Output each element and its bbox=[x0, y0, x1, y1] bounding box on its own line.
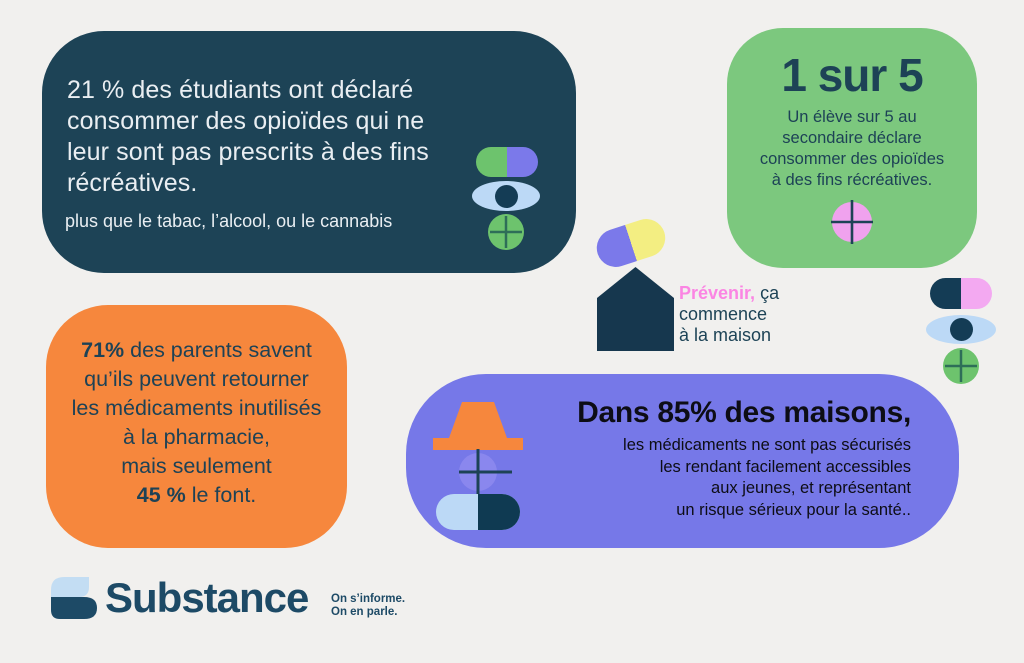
pill-icon bbox=[476, 147, 538, 177]
homes-stat-line: les médicaments ne sont pas sécurisés bbox=[623, 436, 911, 454]
students-stat-subtext: plus que le tabac, l’alcool, ou le canna… bbox=[65, 211, 393, 231]
homes-stat-line: un risque sérieux pour la santé.. bbox=[676, 500, 911, 519]
one-in-five-line: Un élève sur 5 au bbox=[787, 108, 917, 126]
prevention-message: Prévenir, ça commence à la maison bbox=[679, 283, 780, 345]
stat-45-percent: 45 % bbox=[136, 483, 186, 507]
eye-icon bbox=[472, 181, 540, 211]
pink-plus-circle-icon bbox=[831, 200, 873, 244]
homes-stat-line: aux jeunes, et représentant bbox=[711, 479, 911, 497]
students-stat-text: 21 % des étudiants ont déclaré consommer… bbox=[67, 75, 429, 199]
students-stat-line: leur sont pas prescrits à des fins bbox=[67, 138, 429, 166]
stat-71-percent: 71% bbox=[81, 338, 125, 362]
parents-stat-text: 71% des parents savent qu’ils peuvent re… bbox=[46, 336, 347, 510]
parents-stat-line: 71% des parents savent bbox=[81, 338, 312, 362]
one-in-five-line: à des fins récréatives. bbox=[771, 171, 933, 189]
students-stat-line: 21 % des étudiants ont déclaré bbox=[67, 76, 414, 104]
card-parents-return: 71% des parents savent qu’ils peuvent re… bbox=[46, 305, 347, 548]
parents-stat-line: à la pharmacie, bbox=[123, 425, 270, 449]
one-in-five-line: consommer des opioïdes bbox=[759, 150, 945, 168]
prevention-highlight: Prévenir, bbox=[679, 283, 756, 303]
lampshade-icon bbox=[433, 402, 523, 450]
parents-stat-line: 45 % le font. bbox=[136, 483, 257, 507]
homes-stat-line: les rendant facilement accessibles bbox=[659, 457, 911, 476]
students-stat-line: récréatives. bbox=[67, 169, 198, 197]
plus-circle-icon bbox=[488, 214, 524, 250]
lampshade-lamp-icon bbox=[433, 402, 523, 530]
plus-circle-icon bbox=[943, 348, 979, 384]
pill-eye-plus-stack-icon bbox=[472, 147, 540, 250]
eye-pupil-icon bbox=[949, 318, 973, 341]
homes-stat-headline: Dans 85% des maisons, bbox=[577, 396, 911, 429]
card-one-in-five: 1 sur 5 Un élève sur 5 au secondaire déc… bbox=[727, 28, 977, 268]
students-stat-line: consommer des opioïdes qui ne bbox=[67, 107, 425, 135]
pill-icon bbox=[930, 278, 992, 309]
eye-icon bbox=[926, 315, 996, 344]
house-icon bbox=[597, 267, 674, 351]
substance-logo-mark bbox=[51, 577, 97, 619]
pill-eye-plus-stack-icon bbox=[926, 278, 996, 384]
parents-stat-line: qu’ils peuvent retourner bbox=[84, 367, 309, 391]
card-students-opioids: 21 % des étudiants ont déclaré consommer… bbox=[42, 31, 576, 273]
logo-wordmark: Substance bbox=[105, 574, 309, 621]
pill-icon bbox=[591, 214, 671, 272]
homes-stat-text: Dans 85% des maisons, les médicaments ne… bbox=[577, 396, 911, 521]
one-in-five-text: Un élève sur 5 au secondaire déclare con… bbox=[727, 107, 977, 191]
pill-half-icon bbox=[478, 494, 520, 530]
logo-tagline: On s’informe. On en parle. bbox=[331, 593, 406, 618]
parents-stat-line: mais seulement bbox=[121, 454, 272, 478]
one-in-five-headline: 1 sur 5 bbox=[781, 49, 923, 101]
one-in-five-line: secondaire déclare bbox=[782, 129, 922, 147]
substance-logo: Substance On s’informe. On en parle. bbox=[51, 572, 471, 634]
eye-pupil-icon bbox=[494, 184, 518, 208]
card-homes-unsecured: Dans 85% des maisons, les médicaments ne… bbox=[406, 374, 959, 548]
parents-stat-line: les médicaments inutilisés bbox=[71, 396, 322, 420]
